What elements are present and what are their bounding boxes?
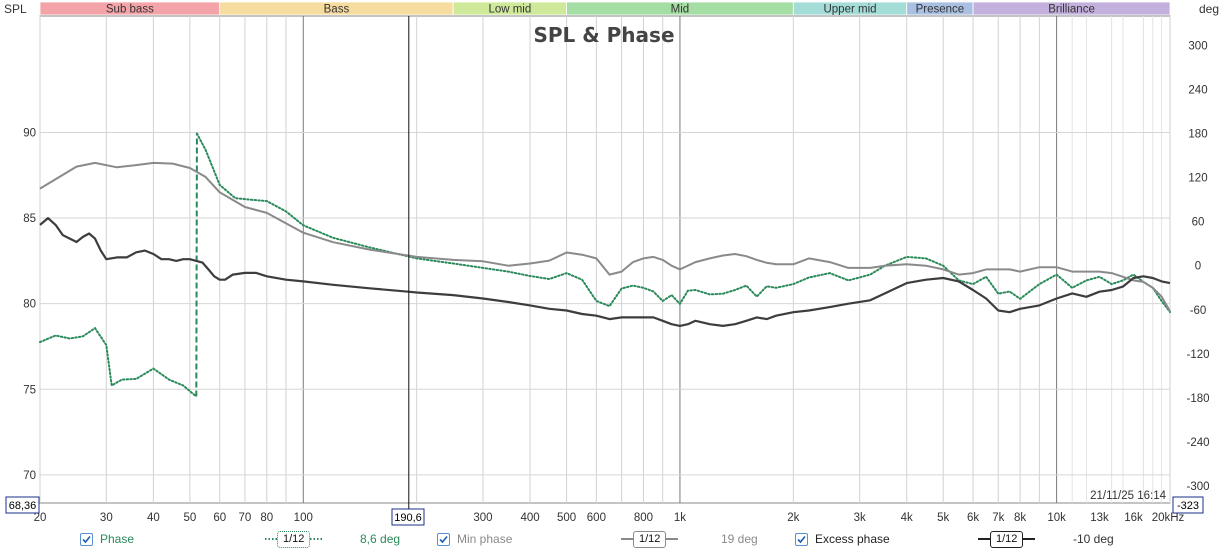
excess-phase-smoothing-button[interactable]: 1/12: [990, 530, 1024, 548]
phase-value: 8,6 deg: [360, 532, 401, 546]
chart-title: SPL & Phase: [533, 23, 674, 47]
y-right-tick-labels: 300 240 180 120 60 0 -60 -120 -180 -240 -300: [1186, 40, 1209, 493]
spl-readout: 68,36: [5, 496, 40, 514]
plot-area[interactable]: [39, 15, 1171, 504]
x-tick-label: 8k: [1014, 512, 1026, 524]
y-right-tick-label: 120: [1188, 173, 1207, 185]
x-tick-label: 20kHz: [1152, 512, 1185, 524]
band-label: Upper mid: [823, 4, 876, 16]
x-tick-label: 300: [473, 512, 492, 524]
dotted-line-icon: [310, 538, 323, 540]
x-tick-label: 5k: [937, 512, 949, 524]
band-label: Presence: [916, 4, 965, 16]
y-left-tick-label: 85: [23, 213, 36, 225]
y-right-tick-label: -60: [1190, 305, 1207, 317]
x-tick-label: 60: [213, 512, 226, 524]
y-right-tick-label: 60: [1192, 217, 1205, 229]
solid-line-icon: [1023, 538, 1036, 540]
solid-line-icon: [621, 538, 633, 540]
phase-series-line: [195, 132, 1171, 313]
x-tick-label: 800: [634, 512, 653, 524]
x-tick-label: 70: [239, 512, 252, 524]
x-tick-label: 1k: [674, 512, 686, 524]
y-right-tick-label: 300: [1188, 40, 1207, 52]
x-tick-label: 30: [100, 512, 113, 524]
legend-label-excess-phase: Excess phase: [815, 532, 890, 546]
phase-smoothing[interactable]: 1/12: [265, 528, 323, 550]
freq-readout: 190,6: [391, 508, 425, 526]
y-right-tick-label: 0: [1195, 261, 1201, 273]
y-axis-label-left: SPL: [4, 2, 27, 16]
phase-series-line: [39, 326, 198, 398]
y-right-tick-label: -120: [1186, 349, 1209, 361]
legend-label-min-phase: Min phase: [457, 532, 513, 546]
x-tick-label: 400: [520, 512, 539, 524]
freq-readout-value: 190,6: [394, 512, 422, 524]
excess-phase-smoothing[interactable]: 1/12: [978, 528, 1036, 550]
x-tick-label: 4k: [901, 512, 913, 524]
y-left-tick-label: 75: [23, 384, 36, 396]
y-left-tick-label: 70: [23, 470, 36, 482]
legend-label-phase: Phase: [100, 532, 135, 546]
band-label: Low mid: [488, 4, 531, 16]
solid-line-icon: [978, 538, 990, 540]
legend-item-excess-phase[interactable]: Excess phase: [795, 528, 890, 550]
x-tick-label: 10k: [1047, 512, 1066, 524]
x-tick-label: 6k: [967, 512, 979, 524]
frequency-bands: Sub bass Bass Low mid Mid Upper mid Presence B…: [39, 1, 1171, 16]
x-tick-label: 50: [183, 512, 196, 524]
x-tick-label: 100: [294, 512, 313, 524]
y-left-tick-label: 80: [23, 299, 36, 311]
phase-wrap-line: [195, 133, 198, 397]
x-tick-label: 80: [260, 512, 273, 524]
phase-readout-value: -323: [1177, 500, 1199, 512]
band-brilliance: [972, 1, 1171, 16]
spl-series-line: [39, 217, 1171, 327]
y-right-tick-label: -180: [1186, 393, 1209, 405]
x-tick-label: 500: [557, 512, 576, 524]
y-left-tick-labels: 70 75 80 85 90: [23, 127, 36, 481]
timestamp: 21/11/25 16:14: [1090, 490, 1166, 502]
y-grid: [40, 131, 1170, 476]
x-tick-labels: 20 30 40 50 60 70 80 100 300 400 500 600 800 1k 2k 3k 4k…: [34, 512, 1185, 524]
band-label: Mid: [671, 4, 690, 16]
band-label: Brilliance: [1048, 4, 1095, 16]
y-left-tick-label: 90: [23, 127, 36, 139]
legend: Phase 1/12 8,6 deg Min phase 1/12 19 deg…: [0, 528, 1221, 550]
x-tick-label: 7k: [992, 512, 1004, 524]
min-phase-smoothing-button[interactable]: 1/12: [633, 530, 667, 548]
excess-phase-value: -10 deg: [1073, 532, 1114, 546]
min-phase-checkbox[interactable]: [437, 532, 450, 546]
x-tick-label: 16k: [1124, 512, 1143, 524]
y-right-tick-label: -240: [1186, 437, 1209, 449]
y-axis-label-right: deg: [1199, 2, 1219, 16]
legend-item-phase[interactable]: Phase: [80, 528, 134, 550]
dotted-line-icon: [265, 538, 277, 540]
x-tick-label: 20: [34, 512, 47, 524]
series-group: [39, 132, 1171, 398]
x-tick-label: 2k: [787, 512, 799, 524]
y-right-tick-label: 240: [1188, 84, 1207, 96]
phase-smoothing-button[interactable]: 1/12: [277, 530, 311, 548]
excess-phase-checkbox[interactable]: [795, 532, 808, 546]
x-tick-label: 13k: [1090, 512, 1109, 524]
min-phase-value: 19 deg: [721, 532, 758, 546]
y-right-tick-label: -300: [1186, 481, 1209, 493]
phase-readout: -323: [1172, 496, 1204, 514]
phase-checkbox[interactable]: [80, 532, 93, 546]
y-right-tick-label: 180: [1188, 129, 1207, 141]
min-phase-series-line: [39, 161, 1171, 312]
spl-readout-value: 68,36: [9, 500, 37, 512]
band-label: Sub bass: [106, 4, 154, 16]
legend-item-min-phase[interactable]: Min phase: [437, 528, 512, 550]
x-tick-label: 3k: [854, 512, 866, 524]
band-label: Bass: [324, 4, 350, 16]
x-tick-label: 40: [147, 512, 160, 524]
min-phase-smoothing[interactable]: 1/12: [621, 528, 679, 550]
solid-line-icon: [666, 538, 679, 540]
x-tick-label: 600: [587, 512, 606, 524]
